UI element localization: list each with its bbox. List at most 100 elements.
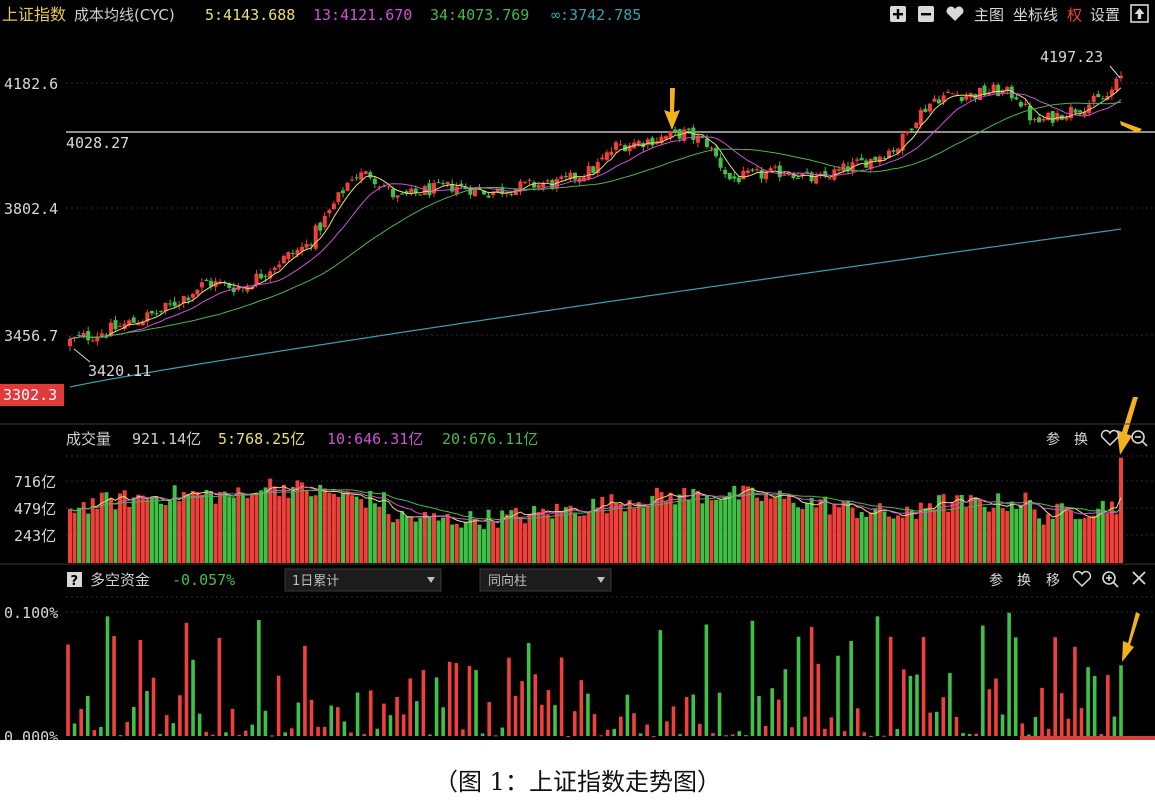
volume-zoom-icon[interactable] bbox=[1131, 430, 1148, 447]
fund-bar bbox=[1033, 717, 1038, 736]
fund-bar bbox=[934, 711, 939, 736]
volume-bar bbox=[350, 495, 355, 563]
help-icon-glyph: ? bbox=[71, 574, 79, 589]
volume-bar bbox=[795, 507, 800, 563]
volume-bar bbox=[145, 499, 150, 563]
volume-bar bbox=[413, 521, 418, 563]
candle-body bbox=[1068, 106, 1073, 119]
volume-bar bbox=[1091, 515, 1096, 563]
volume-bar bbox=[937, 495, 942, 563]
candle-body bbox=[677, 129, 682, 139]
candle-body bbox=[645, 139, 650, 145]
volume-bar bbox=[195, 492, 200, 563]
candle-body bbox=[668, 131, 673, 138]
volume-bar bbox=[632, 508, 637, 563]
volume-bar bbox=[850, 507, 855, 563]
fund-bar bbox=[382, 703, 386, 736]
fund-bar bbox=[862, 732, 867, 736]
fund-bar bbox=[447, 661, 452, 736]
candle-body bbox=[1046, 112, 1051, 121]
rights-button[interactable]: 权 bbox=[1067, 6, 1082, 24]
candle-body bbox=[422, 186, 427, 195]
volume-bar bbox=[277, 496, 282, 563]
fund-bar bbox=[421, 670, 426, 736]
stock-chart: 上证指数 成本均线(CYC) 5:4143.688 13:4121.670 34… bbox=[0, 0, 1155, 740]
volume-bar bbox=[677, 494, 682, 563]
fund-bar bbox=[461, 729, 465, 736]
candle-body bbox=[204, 279, 209, 282]
help-icon[interactable] bbox=[67, 572, 82, 587]
fund-bar bbox=[625, 694, 630, 736]
volume-param-button[interactable]: 参 bbox=[1046, 431, 1060, 448]
fund-param-button[interactable]: 参 bbox=[989, 572, 1003, 589]
candle-body bbox=[650, 137, 655, 146]
fund-bar bbox=[829, 717, 834, 736]
candle-body bbox=[1041, 118, 1046, 121]
candle-body bbox=[777, 165, 782, 177]
volume-bar bbox=[108, 498, 113, 563]
candle-body bbox=[582, 177, 587, 181]
volume-bar bbox=[777, 490, 782, 563]
fund-bar bbox=[803, 716, 807, 736]
fund-zoom-icon[interactable] bbox=[1102, 571, 1119, 588]
fund-value: -0.057% bbox=[172, 571, 235, 589]
fund-switch-button[interactable]: 换 bbox=[1017, 572, 1031, 589]
main-chart-button[interactable]: 主图 bbox=[974, 6, 1004, 24]
candle-body bbox=[1023, 103, 1028, 105]
fund-bar bbox=[454, 663, 459, 736]
indicator-name[interactable]: 成本均线(CYC) bbox=[74, 6, 175, 24]
volume-title: 成交量 bbox=[66, 430, 111, 448]
volume-bar bbox=[604, 513, 609, 563]
plus-icon[interactable] bbox=[890, 6, 906, 22]
volume-bar bbox=[154, 496, 159, 563]
export-icon[interactable] bbox=[1130, 4, 1149, 23]
fund-bar bbox=[987, 689, 992, 736]
fund-move-button[interactable]: 移 bbox=[1046, 573, 1060, 589]
volume-heart-icon[interactable] bbox=[1100, 429, 1120, 447]
candle-body bbox=[90, 340, 95, 342]
volume-switch-button[interactable]: 换 bbox=[1074, 431, 1088, 448]
ma-line-13 bbox=[69, 92, 1122, 340]
volume-bar bbox=[550, 518, 555, 563]
fund-bar bbox=[651, 735, 656, 737]
candle-body bbox=[741, 170, 746, 180]
fund-bar bbox=[546, 690, 551, 736]
candle-body bbox=[445, 181, 450, 185]
axis-line-button[interactable]: 坐标线 bbox=[1013, 6, 1058, 24]
fund-title: 多空资金 bbox=[90, 571, 150, 589]
cumulative-select-chevron-icon bbox=[427, 577, 435, 583]
fund-bar bbox=[605, 729, 610, 736]
fund-bar bbox=[415, 701, 419, 736]
volume-bar bbox=[882, 511, 887, 563]
candle-body bbox=[145, 312, 150, 322]
volume-bar bbox=[800, 508, 805, 563]
fund-bar bbox=[99, 727, 103, 736]
candle-body bbox=[873, 156, 878, 161]
reference-line-label: 4028.27 bbox=[66, 134, 129, 152]
volume-bar bbox=[1050, 518, 1055, 563]
fund-heart-icon[interactable] bbox=[1072, 570, 1092, 588]
volume-ma5: 5:768.25亿 bbox=[218, 430, 305, 448]
cumulative-select[interactable] bbox=[284, 568, 442, 592]
fund-bar bbox=[586, 693, 590, 736]
ma-line-34 bbox=[69, 101, 1122, 340]
settings-button[interactable]: 设置 bbox=[1090, 6, 1120, 24]
candle-body bbox=[172, 301, 177, 307]
bar-mode-select[interactable] bbox=[479, 568, 612, 592]
figure-caption: （图 1：上证指数走势图） bbox=[434, 768, 721, 796]
fund-bar bbox=[809, 627, 814, 736]
fund-close-icon[interactable] bbox=[1132, 571, 1146, 585]
candle-body bbox=[786, 173, 791, 175]
candle-body bbox=[709, 147, 714, 149]
fund-bar bbox=[954, 716, 959, 736]
fund-bar bbox=[855, 708, 860, 736]
fund-bars bbox=[66, 612, 1123, 737]
heart-icon[interactable] bbox=[946, 6, 964, 21]
cumulative-select-value: 1日累计 bbox=[292, 574, 339, 589]
volume-bar bbox=[905, 506, 910, 563]
volume-bar bbox=[495, 527, 500, 563]
candle-body bbox=[127, 320, 132, 326]
minus-icon[interactable] bbox=[918, 6, 934, 22]
scroll-indicator[interactable] bbox=[1020, 736, 1155, 740]
fund-bar bbox=[961, 733, 965, 736]
